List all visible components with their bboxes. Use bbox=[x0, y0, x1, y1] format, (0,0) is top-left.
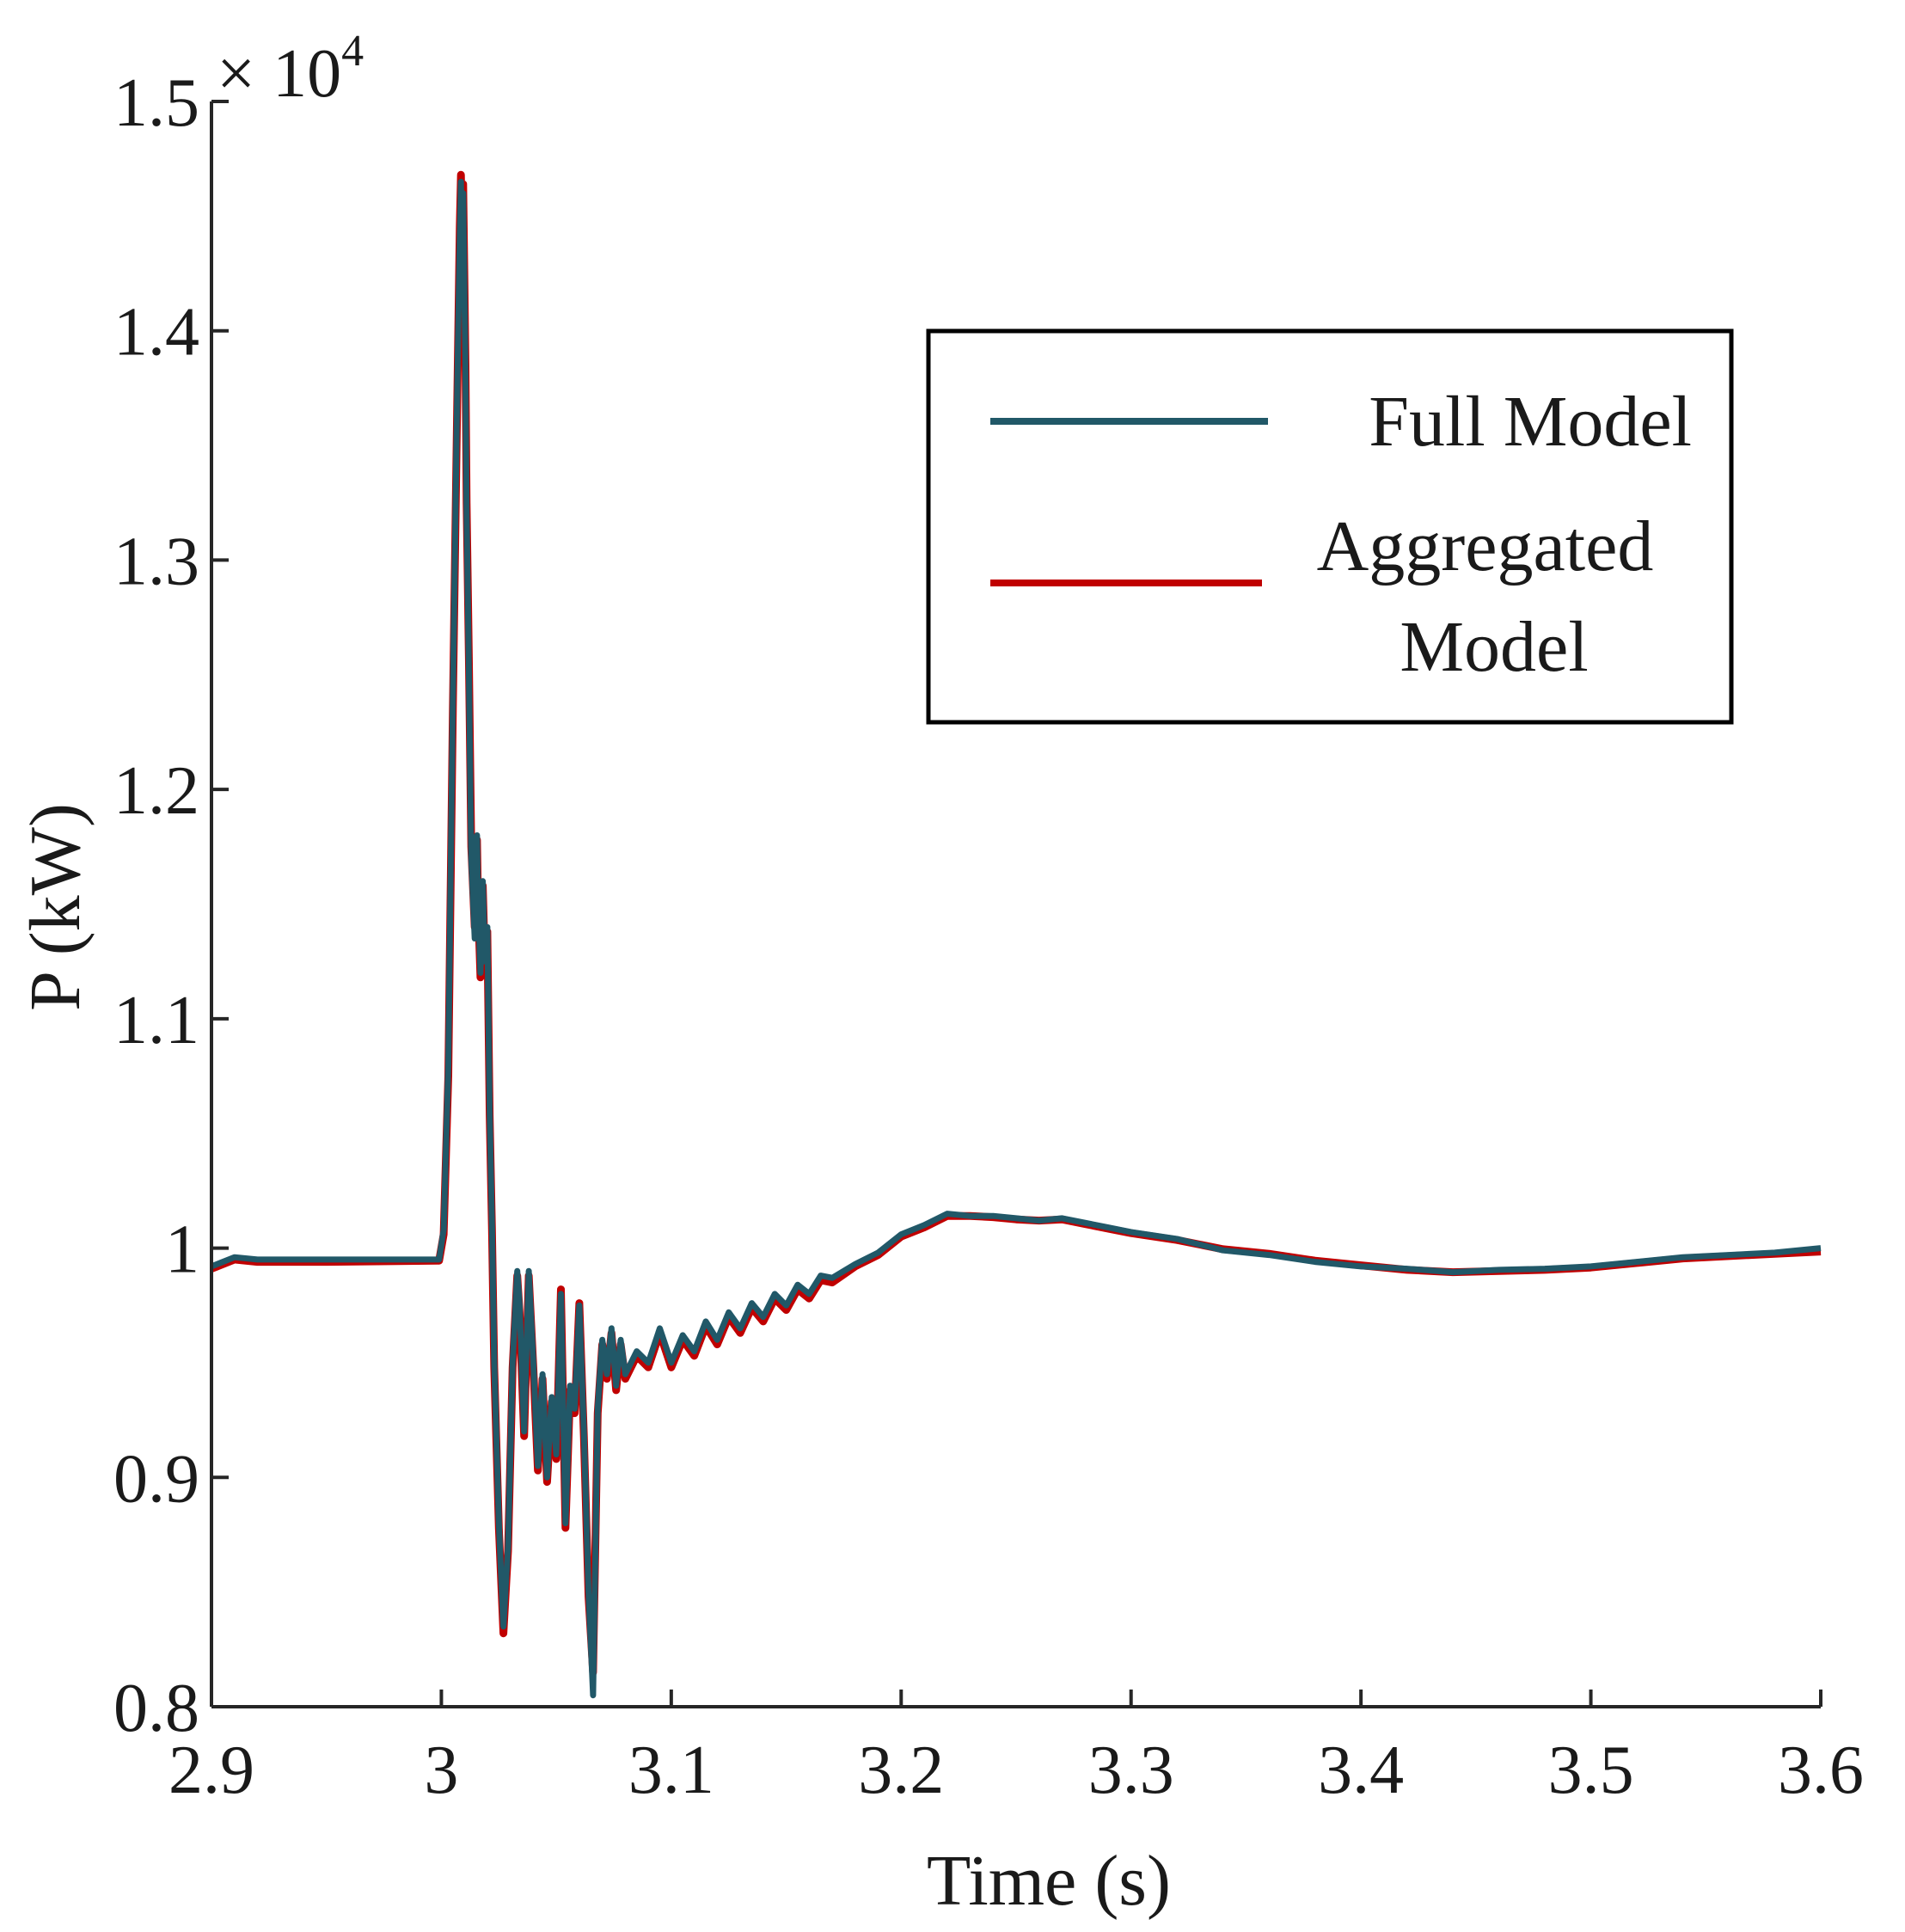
x-axis-label: Time (s) bbox=[927, 1841, 1171, 1921]
x-tick-label: 3.5 bbox=[1548, 1733, 1634, 1808]
series-layer bbox=[210, 170, 1822, 1699]
x-tick-label: 3.2 bbox=[858, 1733, 944, 1808]
legend-label-aggregated-model: Aggregated Model bbox=[1317, 506, 1672, 687]
x-tick-label: 2.9 bbox=[168, 1733, 254, 1808]
x-tick-label: 3.4 bbox=[1318, 1733, 1404, 1808]
y-tick-label: 1.2 bbox=[113, 753, 199, 829]
y-ticks: 0.8 0.9 1 1.1 1.2 1.3 1.4 1.5 bbox=[113, 65, 229, 1746]
y-axis-label: P (kW) bbox=[15, 803, 95, 1011]
y-multiplier-exponent: 4 bbox=[341, 27, 364, 76]
x-tick-label: 3.1 bbox=[628, 1733, 714, 1808]
y-tick-label: 0.9 bbox=[113, 1441, 199, 1517]
y-tick-label: 0.8 bbox=[113, 1671, 199, 1746]
y-tick-label: 1.4 bbox=[113, 295, 199, 371]
legend-label-aggregated-model-line1: Aggregated bbox=[1317, 506, 1654, 586]
y-tick-label: 1 bbox=[165, 1212, 199, 1288]
series-line-full-model bbox=[210, 178, 1822, 1699]
x-tick-label: 3.3 bbox=[1088, 1733, 1174, 1808]
x-tick-label: 3 bbox=[424, 1733, 458, 1808]
legend-label-aggregated-model-line2: Model bbox=[1400, 607, 1588, 687]
legend: Full Model Aggregated Model bbox=[926, 328, 1734, 725]
legend-label-full-model: Full Model bbox=[1369, 382, 1692, 462]
x-tick-label: 3.6 bbox=[1778, 1733, 1864, 1808]
x-ticks: 2.9 3 3.1 3.2 3.3 3.4 3.5 3.6 bbox=[168, 1690, 1864, 1808]
y-tick-label: 1.5 bbox=[113, 65, 199, 141]
y-tick-label: 1.3 bbox=[113, 524, 199, 599]
legend-box bbox=[926, 328, 1734, 725]
y-multiplier-base: × 10 bbox=[217, 36, 341, 112]
y-tick-label: 1.1 bbox=[113, 983, 199, 1058]
y-multiplier: × 104 bbox=[217, 27, 364, 112]
